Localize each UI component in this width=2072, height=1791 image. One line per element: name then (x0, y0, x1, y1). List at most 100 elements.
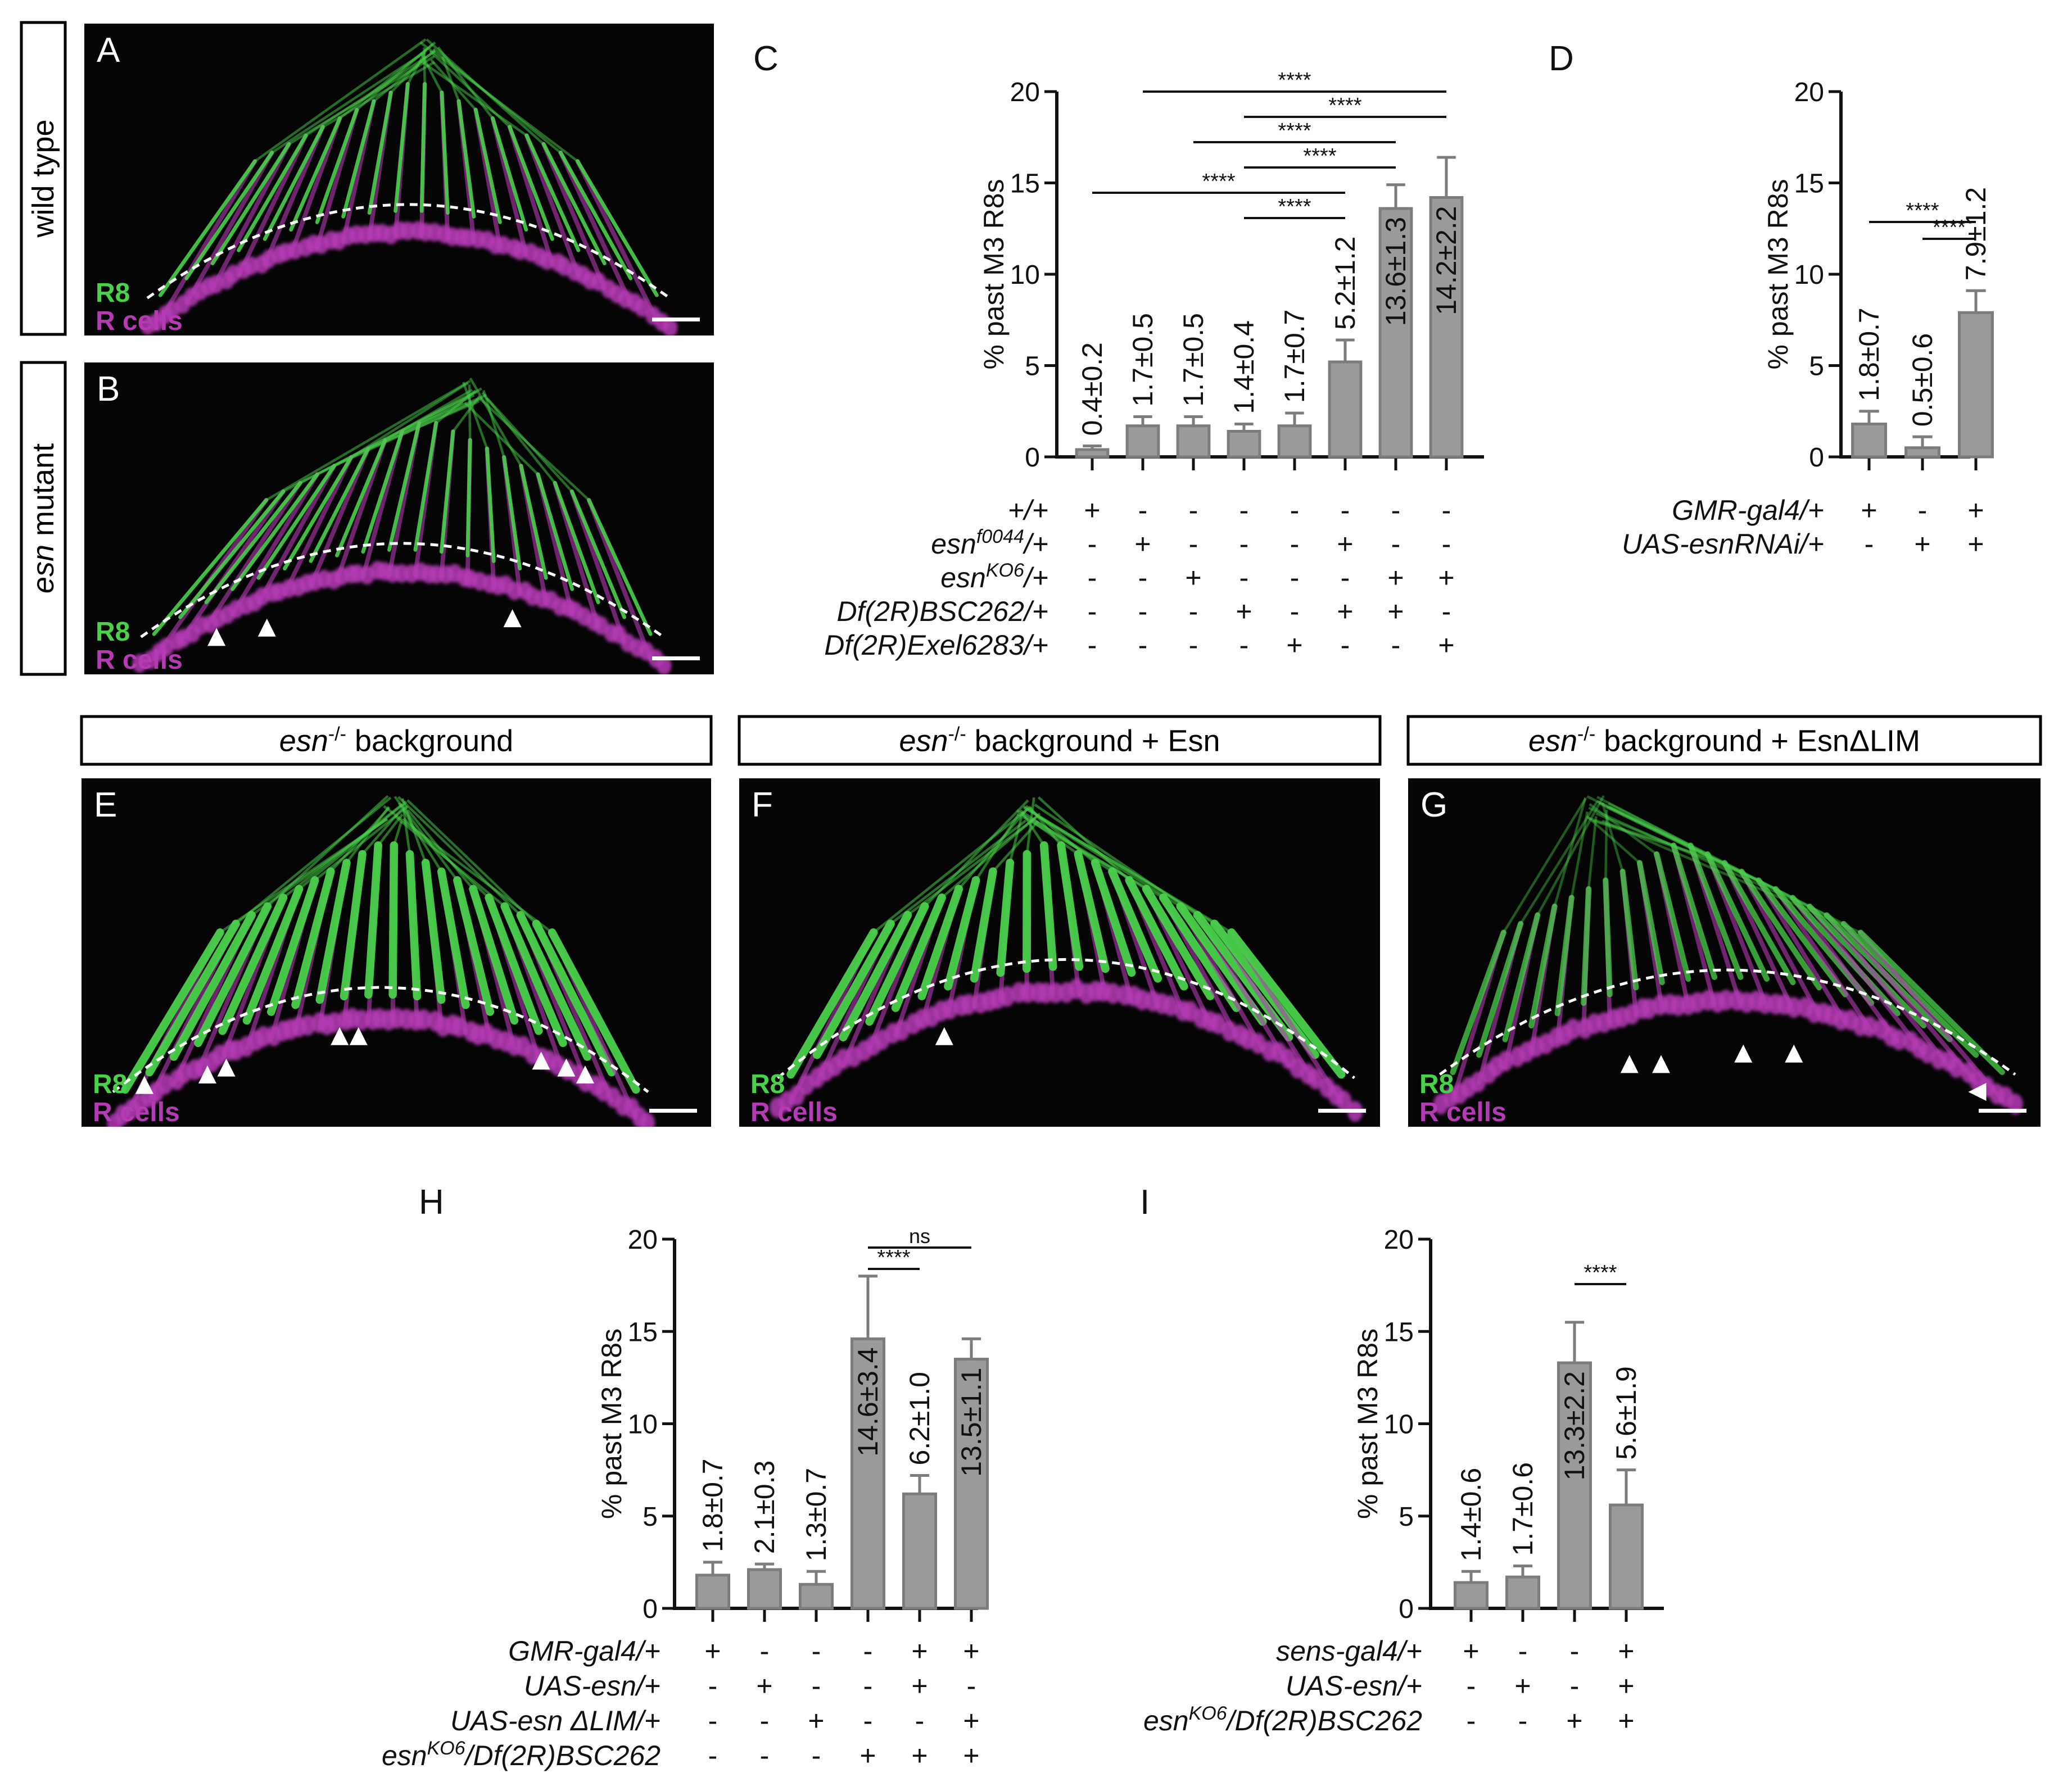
panel-letter: C (753, 39, 779, 78)
r8-axon (437, 867, 470, 1009)
bar (798, 1583, 834, 1610)
title-sup: -/- (328, 724, 346, 745)
data-label: 1.8±0.7 (1853, 307, 1885, 401)
genotype-sign: - (1442, 495, 1451, 526)
genotype-name: GMR-gal4/+ (508, 1635, 660, 1667)
r8-fiber (481, 392, 557, 484)
r-cell-axon (256, 463, 337, 605)
panel-letter: D (1549, 39, 1574, 78)
genotype-sign: - (1290, 495, 1300, 526)
genotype-sign: + (1084, 495, 1100, 526)
chart-panel-c: C 0 5 10 15 20 % past M3 R8s 0.4±0.2 1.7±0.5 1.7±… (753, 39, 1484, 661)
r8-axon (558, 151, 633, 280)
genotype-sign: + (1514, 1670, 1531, 1702)
medulla-boundary-line (776, 958, 1355, 1080)
genotype-label: Df(2R)BSC262/+ (836, 596, 1048, 627)
panel-letter: H (419, 1183, 444, 1222)
bar (1505, 1575, 1541, 1610)
data-label: 0.4±0.2 (1076, 342, 1108, 436)
arrowhead-icon (557, 1058, 576, 1077)
r8-fiber (482, 390, 505, 458)
title-italic: esn (1528, 724, 1577, 758)
genotype-sign: - (1189, 495, 1198, 526)
r8-axon (364, 841, 383, 999)
genotype-sign: - (1239, 629, 1249, 661)
medulla-boundary-line (140, 542, 664, 638)
arrowhead-icon (576, 1065, 594, 1083)
scale-bar (1318, 1109, 1366, 1113)
panel-letter: G (1420, 786, 1447, 824)
r8-fiber (479, 398, 590, 501)
significance-label: **** (1278, 195, 1311, 219)
y-tick-label: 15 (628, 1317, 658, 1347)
r-cell-axon (1858, 930, 2005, 1103)
r8-fiber (1608, 805, 1794, 899)
panel-letter: F (752, 786, 773, 824)
genotype-sign: + (1566, 1705, 1582, 1736)
genotype-label: UAS-esn/+ (1286, 1670, 1422, 1702)
y-tick-label: 5 (1809, 352, 1824, 382)
bar (1075, 448, 1110, 459)
micrograph-content (1433, 795, 2023, 1115)
title-italic: esn (279, 724, 328, 758)
r-cell (640, 1112, 655, 1127)
r8-axon (1554, 895, 1575, 1017)
r8-axon (309, 446, 370, 563)
chart-panel-d: D 0 5 10 15 20 % past M3 R8s 1.8±0.7 0.5±0.6 7.9±… (1549, 39, 1994, 560)
genotype-name: esn (1143, 1705, 1189, 1736)
r-cell-axon (230, 472, 320, 616)
r8-axon (1671, 842, 1717, 980)
data-label: 1.4±0.4 (1228, 320, 1260, 414)
r-cell-axon (558, 150, 633, 306)
r8-fiber (1587, 817, 1674, 847)
side-label-part: mutant (26, 443, 60, 545)
y-tick-label: 0 (1399, 1594, 1414, 1624)
r-cells-layer (107, 1008, 655, 1127)
r8-fiber (1604, 809, 1608, 881)
micrograph-content (107, 795, 655, 1127)
channel-label-r-cells: R cells (1419, 1098, 1507, 1127)
r8-axon (388, 841, 399, 999)
r8-fiber (356, 43, 433, 111)
y-tick-label: 15 (1010, 169, 1040, 199)
r8-fiber (384, 388, 473, 441)
r8-axon (341, 99, 376, 219)
r8-fiber (271, 51, 426, 154)
r8-axon (1039, 841, 1057, 971)
genotype-sign: - (1442, 528, 1451, 560)
wild-type-label: wild type (20, 21, 67, 336)
genotype-sign: - (812, 1740, 821, 1771)
bar (1453, 1581, 1489, 1610)
r-cell-axon (1841, 921, 1979, 1085)
r8-fiber (1502, 798, 1587, 933)
r8-fiber (383, 805, 553, 934)
r8-axon (145, 919, 240, 1077)
label-box (20, 21, 67, 336)
genotype-sign: - (1290, 596, 1300, 627)
data-label: 1.7±0.7 (1279, 310, 1310, 403)
genotype-sign: - (1138, 596, 1148, 627)
genotype-sign: + (1438, 562, 1454, 593)
r8-fiber (423, 47, 426, 84)
genotype-sign: - (1391, 629, 1401, 661)
r8-axon (1756, 877, 1848, 997)
y-tick-label: 20 (1384, 1225, 1414, 1255)
r8-fiber (1536, 795, 1605, 916)
scale-bar (649, 1109, 697, 1113)
genotype-sign: - (1865, 528, 1874, 560)
r8-axon (944, 876, 980, 991)
r-cell-axon (1773, 886, 1874, 1033)
data-label: 0.5±0.6 (1907, 333, 1938, 427)
r-cell-axon (1807, 904, 1926, 1056)
data-label: 1.7±0.5 (1127, 313, 1159, 406)
genotype-sign: + (1387, 562, 1404, 593)
r8-axon (210, 142, 291, 266)
channel-label-r8: R8 (1419, 1069, 1454, 1099)
r8-axon (524, 133, 581, 252)
r8-fiber (373, 49, 436, 102)
title-sup: -/- (948, 724, 966, 745)
r8-fiber (401, 393, 487, 433)
bar (747, 1568, 782, 1610)
r8-axon (289, 116, 342, 232)
genotype-sign: + (1861, 495, 1877, 526)
